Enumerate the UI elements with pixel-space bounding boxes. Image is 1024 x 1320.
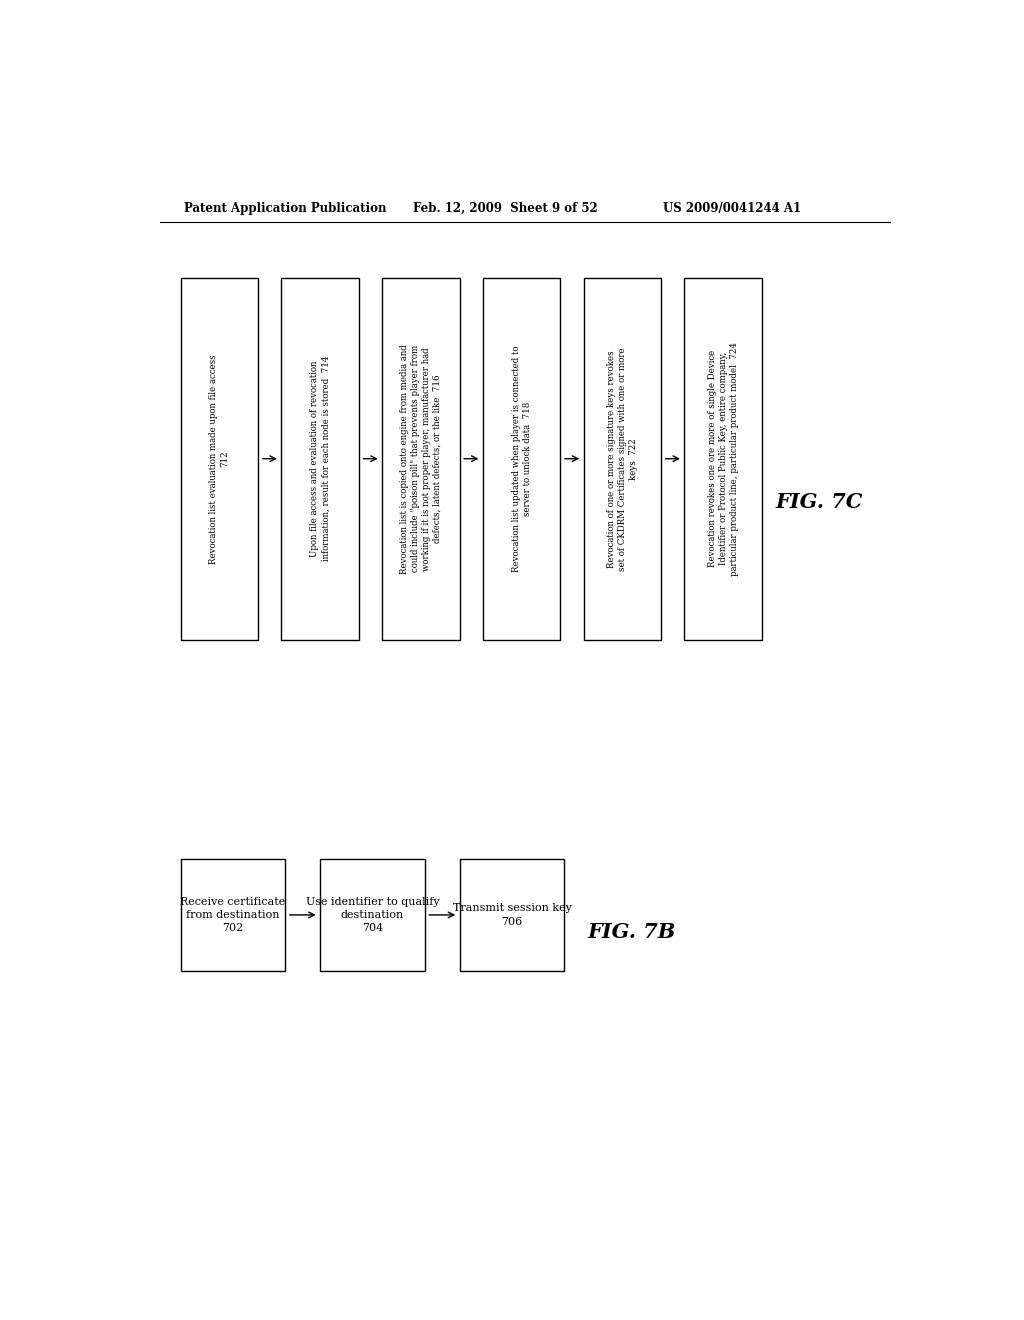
Bar xyxy=(180,859,286,970)
Text: Use identifier to qualify
destination
704: Use identifier to qualify destination 70… xyxy=(306,896,439,933)
Bar xyxy=(584,277,662,640)
Bar xyxy=(684,277,762,640)
Text: Transmit session key
706: Transmit session key 706 xyxy=(453,903,571,927)
Bar xyxy=(382,277,460,640)
Text: Upon file access and evaluation of revocation
information, result for each node : Upon file access and evaluation of revoc… xyxy=(310,356,331,561)
Text: Revocation list updated when player is connected to
server to unlock data  718: Revocation list updated when player is c… xyxy=(512,346,531,572)
Text: Revocation of one or more signature keys revokes
set of CKDRM Certificates signe: Revocation of one or more signature keys… xyxy=(607,347,638,570)
Bar xyxy=(460,859,564,970)
Bar xyxy=(321,859,425,970)
Text: Revocation revokes one ore more of single Device
Identifier or Protocol Public K: Revocation revokes one ore more of singl… xyxy=(708,342,738,576)
Text: Patent Application Publication: Patent Application Publication xyxy=(183,202,386,215)
Text: Receive certificate
from destination
702: Receive certificate from destination 702 xyxy=(180,896,286,933)
Text: FIG. 7B: FIG. 7B xyxy=(588,921,676,941)
Text: Feb. 12, 2009  Sheet 9 of 52: Feb. 12, 2009 Sheet 9 of 52 xyxy=(414,202,598,215)
Bar xyxy=(282,277,359,640)
Text: Revocation list evaluation made upon file access
712: Revocation list evaluation made upon fil… xyxy=(209,354,229,564)
Text: FIG. 7C: FIG. 7C xyxy=(776,492,863,512)
Bar xyxy=(483,277,560,640)
Text: Revocation list is copied onto engine from media and
could include "poison pill": Revocation list is copied onto engine fr… xyxy=(399,343,442,574)
Bar xyxy=(180,277,258,640)
Text: US 2009/0041244 A1: US 2009/0041244 A1 xyxy=(663,202,801,215)
